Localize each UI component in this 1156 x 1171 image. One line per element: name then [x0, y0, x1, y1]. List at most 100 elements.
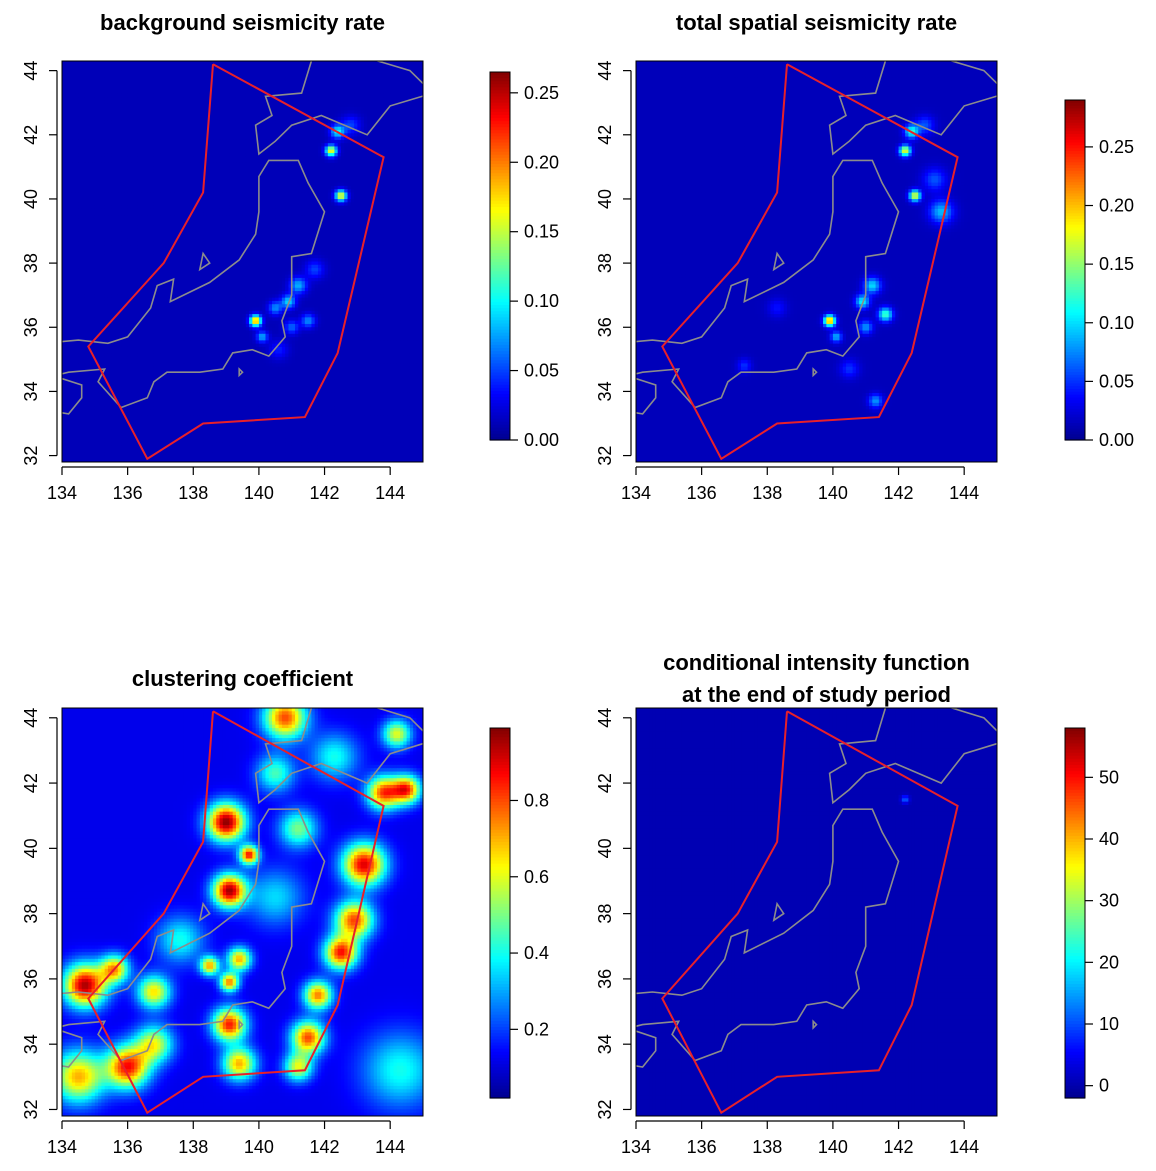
heatmap-field — [62, 708, 423, 1116]
colorbar-tick-label: 0.15 — [524, 222, 559, 242]
hotspot-point — [775, 306, 779, 310]
hotspot-point — [870, 284, 874, 288]
hotspot-point — [271, 769, 279, 777]
colorbar-tick-label: 0.20 — [1099, 196, 1134, 216]
x-tick-label: 142 — [310, 483, 340, 503]
y-tick-label: 42 — [21, 125, 41, 145]
x-axis: 134 136 138 140 142 144 — [47, 466, 405, 503]
y-tick-label: 42 — [21, 773, 41, 793]
x-tick-label: 144 — [375, 1137, 405, 1157]
hotspot-point — [329, 752, 339, 762]
y-tick-label: 36 — [595, 969, 615, 989]
hotspot-point — [305, 1034, 312, 1041]
hotspot-point — [247, 853, 251, 857]
x-axis: 134 136 138 140 142 144 — [621, 1120, 979, 1157]
panel-3: 134 136 138 140 142 144 32 34 36 38 40 42 44 clusteri… — [21, 666, 549, 1157]
x-tick-label: 140 — [818, 483, 848, 503]
x-tick-label: 136 — [687, 483, 717, 503]
hotspot-point — [274, 307, 277, 310]
hotspot-point — [359, 860, 368, 869]
coastline — [828, 61, 997, 156]
y-tick-label: 40 — [21, 838, 41, 858]
x-tick-label: 144 — [949, 1137, 979, 1157]
hotspot-point — [392, 1062, 408, 1078]
x-tick-label: 138 — [752, 1137, 782, 1157]
study-region-polygon — [661, 710, 959, 1115]
x-tick-label: 144 — [375, 483, 405, 503]
coastline — [636, 377, 657, 415]
hotspot-point — [227, 980, 231, 984]
coastline — [636, 1030, 657, 1068]
hotspot-point — [296, 284, 300, 288]
hotspot-point — [313, 268, 317, 272]
plot-frame — [61, 707, 424, 1117]
y-tick-label: 38 — [21, 253, 41, 273]
y-tick-label: 34 — [595, 1034, 615, 1054]
coastline — [62, 1030, 83, 1068]
hotspot-point — [904, 149, 907, 152]
heatmap-field — [62, 61, 423, 462]
y-axis: 32 34 36 38 40 42 44 — [21, 61, 58, 466]
y-tick-label: 32 — [595, 446, 615, 466]
x-axis: 134 136 138 140 142 144 — [47, 1120, 405, 1157]
x-tick-label: 136 — [687, 1137, 717, 1157]
colorbar-tick-label: 0.05 — [1099, 371, 1134, 391]
panel-title: at the end of study period — [682, 682, 951, 707]
hotspot-point — [269, 891, 281, 903]
x-tick-label: 134 — [621, 1137, 651, 1157]
coastline — [62, 159, 326, 409]
colorbar-tick-label: 0.05 — [524, 361, 559, 381]
colorbar-tick-label: 0.20 — [524, 152, 559, 172]
coastlines — [62, 61, 423, 415]
x-tick-label: 138 — [178, 1137, 208, 1157]
x-tick-label: 138 — [752, 483, 782, 503]
hotspot-point — [835, 335, 838, 338]
x-tick-label: 142 — [884, 1137, 914, 1157]
y-tick-label: 40 — [595, 189, 615, 209]
hotspot-point — [932, 177, 937, 182]
x-tick-label: 140 — [818, 1137, 848, 1157]
y-tick-label: 44 — [595, 708, 615, 728]
hotspot-point — [913, 194, 916, 197]
x-tick-label: 134 — [621, 483, 651, 503]
y-tick-label: 32 — [21, 446, 41, 466]
x-tick-label: 140 — [244, 483, 274, 503]
colorbar-tick-label: 0.10 — [1099, 313, 1134, 333]
plot-frame — [635, 707, 998, 1117]
y-tick-label: 32 — [595, 1099, 615, 1119]
hotspot-point — [175, 935, 185, 945]
colorbar-tick-label: 10 — [1099, 1014, 1119, 1034]
coastline — [636, 808, 900, 1062]
hotspot-point — [864, 326, 867, 329]
hotspot-point — [294, 825, 302, 833]
y-tick-label: 40 — [21, 189, 41, 209]
hotspot-point — [73, 1071, 84, 1082]
colorbar-frame — [1064, 99, 1086, 441]
plot-frame — [61, 60, 424, 463]
colorbar-tick-label: 0.4 — [524, 943, 549, 963]
hotspot-point — [150, 988, 157, 995]
hotspot-point — [236, 1060, 243, 1067]
colorbar-tick-label: 0 — [1099, 1076, 1109, 1096]
x-axis: 134 136 138 140 142 144 — [621, 466, 979, 503]
panel-4: 134 136 138 140 142 144 32 34 36 38 40 42 44 conditio… — [595, 650, 1119, 1157]
hotspot-point — [307, 319, 310, 322]
hotspot-point — [330, 149, 333, 152]
colorbar-frame — [1064, 727, 1086, 1099]
y-tick-label: 44 — [21, 708, 41, 728]
x-tick-label: 140 — [244, 1137, 274, 1157]
coastline — [198, 251, 211, 272]
hotspot-point — [226, 1021, 233, 1028]
hotspot-point — [847, 367, 851, 371]
study-region-polygon — [87, 63, 385, 461]
hotspot-point — [290, 326, 293, 329]
hotspot-point — [394, 731, 400, 737]
y-tick-label: 42 — [595, 773, 615, 793]
y-tick-label: 36 — [21, 969, 41, 989]
colorbar-tick-label: 0.6 — [524, 867, 549, 887]
y-axis: 32 34 36 38 40 42 44 — [21, 708, 58, 1119]
hotspot-point — [237, 957, 242, 962]
hotspot-point — [80, 981, 89, 990]
panel-title: conditional intensity function — [663, 650, 970, 675]
colorbar-tick-label: 50 — [1099, 767, 1119, 787]
